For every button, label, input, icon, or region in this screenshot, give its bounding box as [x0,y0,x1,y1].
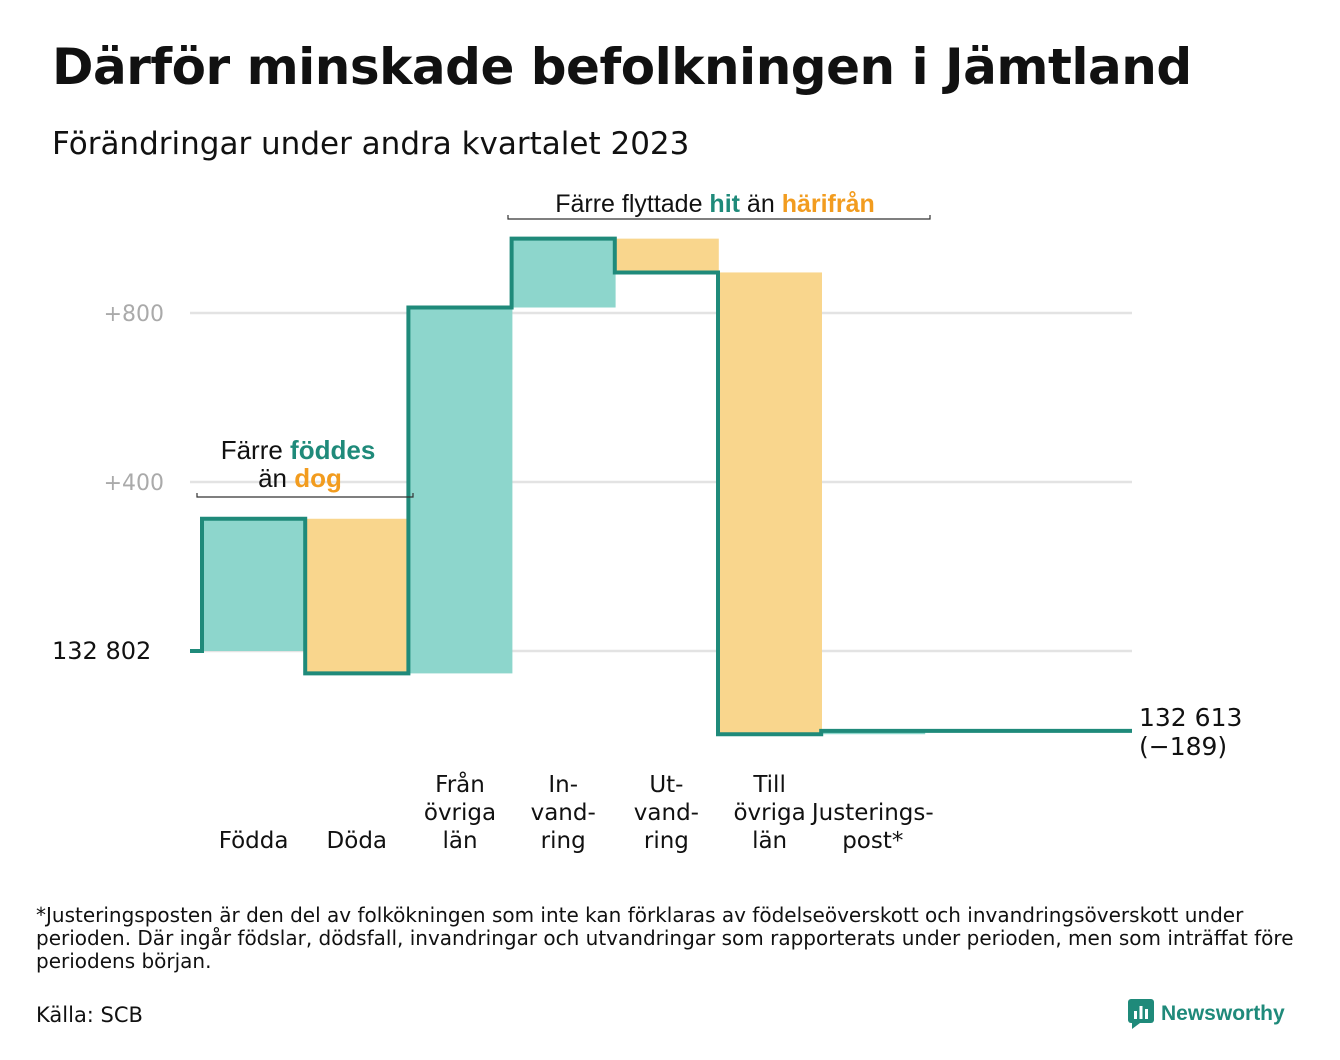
category-label: Justerings- [810,800,934,826]
source-label: Källa: SCB [36,1003,143,1027]
waterfall-bar [408,307,513,674]
category-label: vand- [634,800,699,826]
chart-subtitle: Förändringar under andra kvartalet 2023 [52,126,690,162]
waterfall-bar [511,238,616,308]
waterfall-bar [718,272,822,735]
annotation-text: än dog [258,463,342,493]
category-label: Ut- [649,772,683,798]
footnote: *Justeringsposten är den del av folkökni… [36,903,1294,973]
category-label: övriga [424,800,496,826]
category-label: Döda [327,828,387,854]
category-label: post* [842,828,903,854]
end-value-label: (−189) [1139,732,1227,761]
category-label: In- [548,772,578,798]
annotation-bracket [196,493,414,498]
waterfall-bar [305,518,410,674]
category-label: ring [541,828,586,854]
waterfall-bar [202,518,306,651]
y-tick-label: +800 [104,302,164,327]
category-label: övriga [733,800,805,826]
running-total-line [190,236,1132,737]
category-label: vand- [531,800,596,826]
end-value-label: 132 613 [1139,703,1242,732]
annotation-text: Färre flyttade hit än härifrån [555,190,875,218]
category-label: Från [435,770,485,798]
chart-title: Därför minskade befolkningen i Jämtland [52,38,1192,96]
brand-name: Newsworthy [1161,1002,1285,1025]
annotation-bracket [507,215,931,220]
category-label: Till [752,772,786,798]
newsworthy-logo-icon [1128,999,1154,1029]
category-label: ring [644,828,689,854]
y-tick-label: +400 [104,471,164,496]
start-value-label: 132 802 [52,637,151,665]
brand-logo: Newsworthy [1128,998,1285,1030]
category-label: län [442,828,477,854]
category-label: län [752,828,787,854]
annotation-text: Färre föddes [221,435,376,465]
waterfall-bar [614,238,719,273]
category-label: Födda [219,828,289,854]
